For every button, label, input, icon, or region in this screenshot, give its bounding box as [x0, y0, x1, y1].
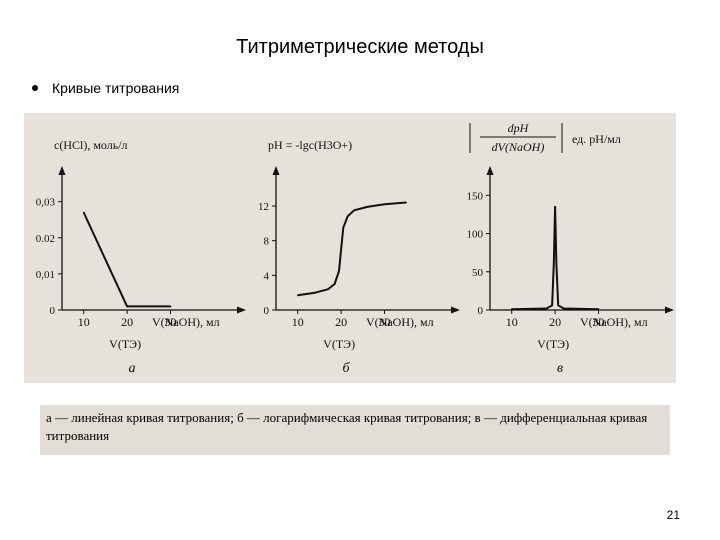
data-point: [338, 270, 340, 272]
y-axis-arrow: [486, 166, 494, 175]
x-axis-label: V(NaOH), мл: [580, 315, 648, 329]
data-point: [563, 307, 565, 310]
y-tick-label: 4: [264, 270, 270, 282]
panel-letter: а: [129, 361, 136, 376]
y-tick-label: 0: [50, 305, 56, 317]
y-tick-label: 150: [467, 190, 484, 202]
y-tick-label: 0,01: [36, 269, 55, 281]
titration-curves-figure: 10 20 30 0 0,01 0.02 0,03 V(NaOH), мл V(ТЭ) а c(HC…: [24, 113, 676, 383]
y-tick-label: 0: [478, 305, 484, 317]
data-point: [551, 304, 553, 307]
y-tick-label: 8: [264, 236, 270, 248]
y-axis-arrow: [58, 166, 66, 175]
x-tick-label: 30: [593, 315, 605, 329]
x-tick-label: 20: [335, 315, 347, 329]
x-tick-label: 10: [78, 315, 90, 329]
page-number: 21: [666, 508, 680, 522]
data-point: [557, 304, 559, 307]
data-point: [545, 307, 548, 310]
data-point: [597, 308, 600, 311]
y-axis-label: pH = -lgc(H3O+): [268, 138, 352, 152]
data-point: [554, 205, 556, 208]
data-point: [353, 209, 355, 212]
data-point: [126, 305, 128, 308]
slide-title: Титриметрические методы: [236, 36, 484, 58]
bullet-text: Кривые титрования: [52, 80, 180, 96]
data-point: [342, 226, 345, 229]
data-point: [135, 305, 137, 308]
data-point: [346, 215, 349, 218]
equivalence-point-label: V(ТЭ): [109, 337, 141, 351]
data-point: [314, 291, 316, 294]
x-axis-arrow: [237, 306, 246, 314]
x-tick-label: 20: [121, 315, 133, 329]
data-point: [82, 211, 85, 214]
y-tick-label: 50: [472, 267, 484, 279]
y-axis-unit: ед. pH/мл: [572, 132, 621, 146]
x-tick-label: 10: [292, 315, 304, 329]
x-axis-arrow: [451, 306, 460, 314]
bullet-item: Кривые титрования: [32, 80, 179, 96]
figure-caption: а — линейная кривая титрования; б — лога…: [40, 405, 670, 455]
data-point: [169, 305, 172, 308]
data-point: [340, 248, 342, 251]
panel-letter: в: [557, 361, 563, 376]
data-point: [327, 288, 329, 290]
x-tick-label: 20: [549, 315, 561, 329]
series-line: [297, 201, 407, 297]
x-axis-arrow: [665, 306, 674, 314]
data-point: [296, 294, 299, 297]
chart-panel-1: 10 20 30 0 0,01 0.02 0,03 V(NaOH), мл V(ТЭ) а c(HC…: [36, 138, 246, 376]
chart-panel-2: 10 20 30 0 4 8 12 V(NaOH), мл V(ТЭ) б pH = -lgc(H3…: [258, 138, 460, 376]
x-axis-label: V(NaOH), мл: [152, 315, 220, 329]
data-point: [366, 206, 368, 208]
scan-background: [24, 113, 676, 383]
y-tick-label: 12: [258, 201, 269, 213]
data-point: [553, 263, 555, 265]
data-point: [555, 263, 558, 265]
y-tick-label: 100: [467, 229, 484, 241]
data-point: [333, 283, 336, 285]
equivalence-point-label: V(ТЭ): [537, 337, 569, 351]
bullet-dot-icon: [32, 85, 38, 91]
y-tick-label: 0: [264, 305, 270, 317]
y-axis-label: c(HCl), моль/л: [54, 138, 128, 152]
x-axis-label: V(NaOH), мл: [366, 315, 434, 329]
x-tick-label: 30: [165, 315, 177, 329]
y-axis-label-denominator: dV(NaOH): [492, 140, 545, 154]
data-point: [510, 308, 513, 311]
x-tick-label: 30: [379, 315, 391, 329]
y-axis-label-numerator: dpH: [508, 121, 530, 135]
data-point: [130, 305, 133, 308]
equivalence-point-label: V(ТЭ): [323, 337, 355, 351]
data-point: [405, 201, 408, 204]
chart-panel-3: 10 20 30 0 50 100 150 V(NaOH), мл V(ТЭ) в dpH dV(Na…: [467, 121, 674, 376]
data-point: [383, 203, 386, 206]
panel-letter: б: [342, 361, 350, 376]
y-axis-arrow: [272, 166, 280, 175]
y-tick-label: 0,03: [36, 197, 56, 209]
x-tick-label: 10: [506, 315, 518, 329]
y-tick-label: 0.02: [36, 233, 55, 245]
